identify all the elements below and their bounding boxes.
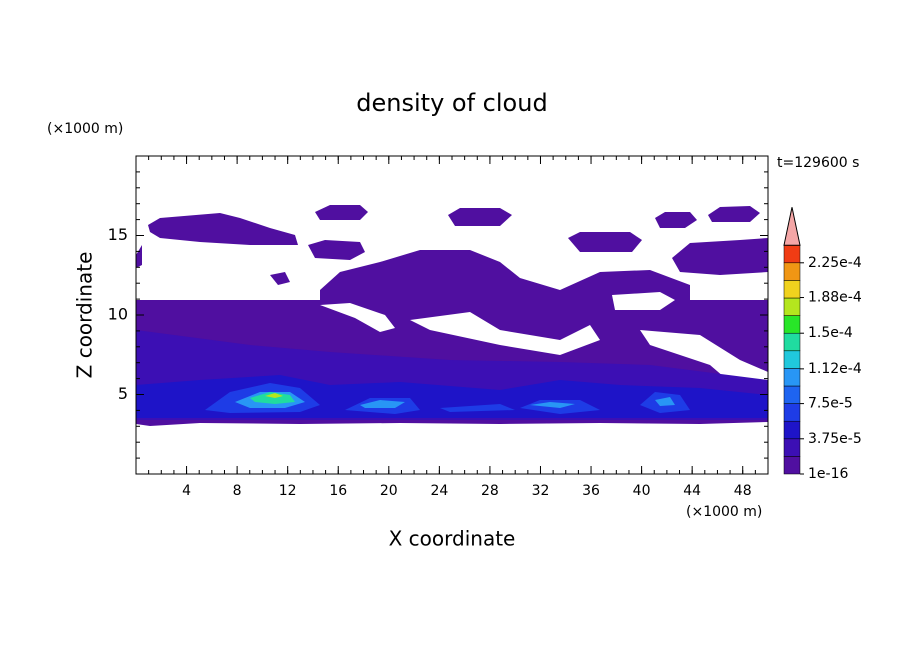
x-tick-label: 36 [582, 483, 600, 499]
x-tick-label: 40 [633, 483, 651, 499]
colorbar-box [783, 403, 801, 422]
colorbar-box [783, 297, 801, 316]
x-axis-title: X coordinate [389, 527, 516, 551]
contour-region [250, 392, 295, 404]
contour-hole [410, 312, 600, 355]
x-tick-label: 16 [329, 483, 347, 499]
colorbar-box [783, 350, 801, 369]
contour-hole [612, 292, 675, 310]
x-tick-label: 12 [279, 483, 297, 499]
contour-field [136, 205, 768, 426]
colorbar-box [783, 368, 801, 387]
colorbar-tick-label: 1.88e-4 [808, 290, 862, 306]
colorbar-tick-label: 3.75e-5 [808, 431, 862, 447]
contour-hole [320, 303, 395, 332]
contour-region [320, 250, 690, 300]
colorbar-tick-label: 1.12e-4 [808, 361, 862, 377]
contour-region [265, 393, 283, 398]
colorbar-tick-label: 7.5e-5 [808, 396, 853, 412]
colorbar-box [783, 456, 801, 475]
colorbar-box [783, 420, 801, 440]
x-tick-label: 44 [683, 483, 701, 499]
colorbar-tick-label: 2.25e-4 [808, 255, 862, 271]
colorbar-tick-label: 1e-16 [808, 466, 848, 482]
x-tick-label: 8 [233, 483, 242, 499]
contour-region [270, 272, 290, 285]
colorbar-box [783, 332, 801, 352]
contour-region [308, 240, 365, 260]
colorbar-box [783, 262, 801, 281]
x-tick-label: 4 [182, 483, 191, 499]
colorbar-box [783, 280, 801, 299]
y-tick-label: 5 [118, 384, 128, 403]
time-label: t=129600 s [777, 155, 859, 171]
contour-region [136, 245, 142, 268]
x-tick-label: 28 [481, 483, 499, 499]
contour-region [448, 208, 512, 226]
colorbar-box [783, 438, 801, 457]
colorbar-tick-label: 1.5e-4 [808, 325, 853, 341]
y-unit: (×1000 m) [47, 121, 123, 137]
colorbar-box [783, 385, 801, 404]
colorbar-box [783, 315, 801, 334]
colorbar-extend [783, 207, 801, 246]
y-tick-label: 15 [108, 225, 128, 244]
contour-region [655, 397, 675, 406]
contour-region [440, 404, 515, 412]
contour-region [148, 213, 298, 245]
chart-title: density of cloud [356, 89, 547, 117]
contour-region [360, 400, 405, 408]
x-tick-label: 20 [380, 483, 398, 499]
x-tick-label: 24 [430, 483, 448, 499]
contour-region [568, 232, 642, 252]
y-axis-title: Z coordinate [73, 252, 97, 379]
x-tick-label: 48 [734, 483, 752, 499]
contour-region [708, 206, 760, 222]
contour-region [315, 205, 368, 220]
x-tick-label: 32 [532, 483, 550, 499]
x-unit: (×1000 m) [686, 504, 762, 520]
y-tick-label: 10 [108, 305, 128, 324]
contour-region [530, 402, 575, 408]
colorbar-box [783, 244, 801, 264]
contour-region [655, 212, 697, 228]
contour-region [672, 238, 768, 275]
